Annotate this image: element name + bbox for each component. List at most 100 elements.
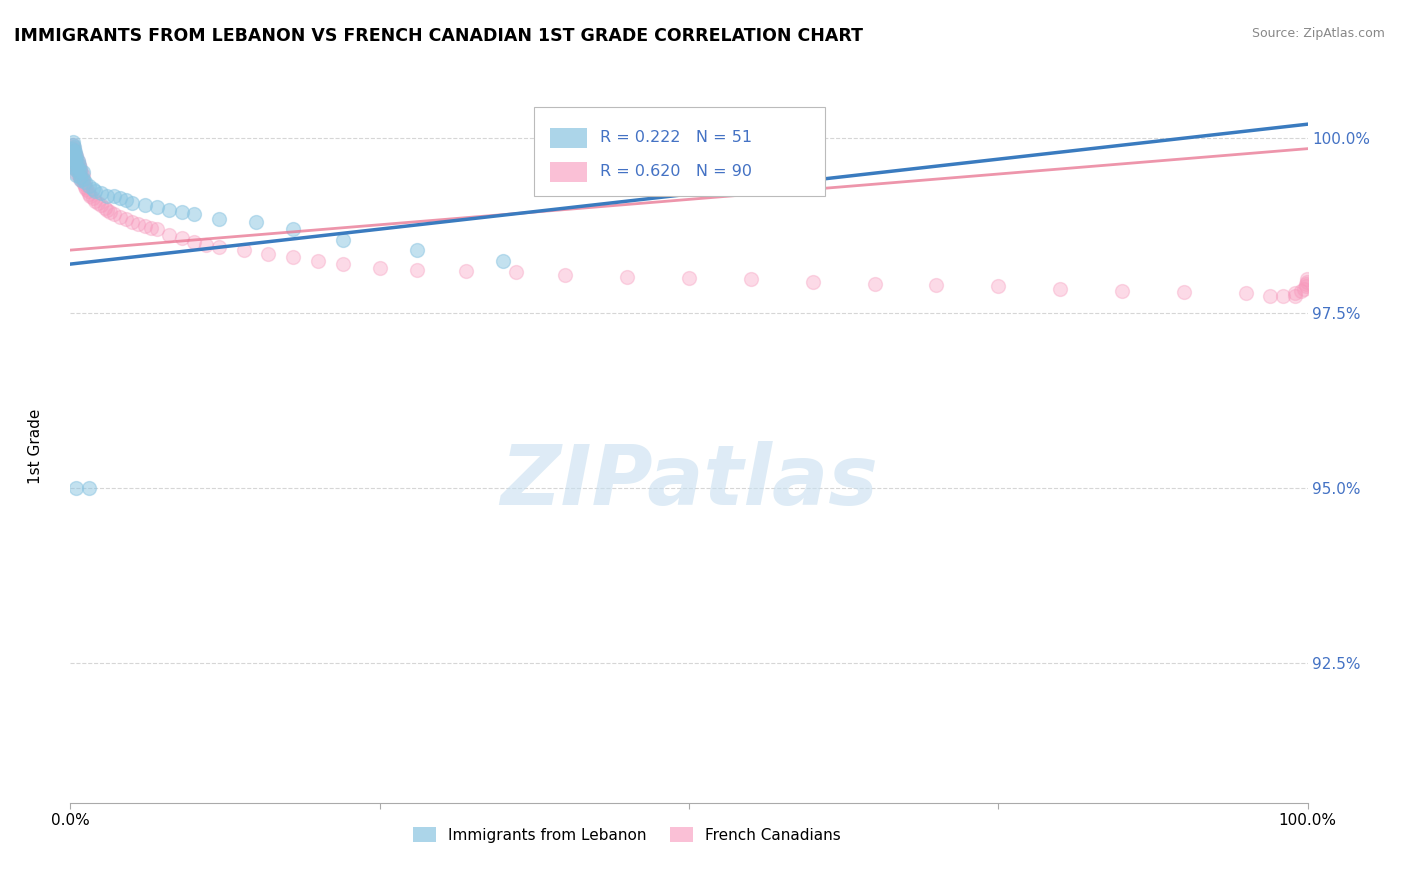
Point — [1291, 284, 1313, 298]
Point — [66, 161, 89, 175]
Point — [67, 158, 90, 172]
Point — [1049, 282, 1071, 296]
Text: R = 0.620   N = 90: R = 0.620 N = 90 — [600, 164, 752, 179]
Point — [170, 230, 193, 244]
Point — [232, 243, 254, 257]
Point — [740, 272, 762, 286]
Point — [62, 146, 84, 161]
Point — [195, 237, 218, 252]
Point — [63, 139, 86, 153]
Point — [368, 260, 391, 275]
Point — [82, 191, 104, 205]
Point — [245, 215, 267, 229]
Point — [77, 178, 100, 193]
Point — [281, 222, 304, 236]
Point — [69, 169, 91, 184]
Point — [70, 165, 93, 179]
Point — [65, 155, 87, 169]
Point — [62, 135, 84, 149]
Point — [146, 200, 169, 214]
Point — [1296, 275, 1319, 289]
Point — [66, 153, 89, 168]
Point — [63, 152, 86, 166]
Point — [63, 153, 86, 168]
Point — [65, 151, 87, 165]
Text: ZIPatlas: ZIPatlas — [501, 442, 877, 522]
Point — [1296, 272, 1319, 286]
Point — [73, 177, 96, 191]
Point — [62, 138, 84, 153]
Point — [63, 158, 86, 172]
Point — [307, 253, 329, 268]
Point — [67, 165, 90, 179]
Point — [183, 207, 205, 221]
Legend: Immigrants from Lebanon, French Canadians: Immigrants from Lebanon, French Canadian… — [408, 821, 846, 848]
Point — [65, 151, 87, 165]
Point — [456, 264, 478, 278]
Point — [62, 138, 84, 153]
Point — [115, 211, 138, 226]
Point — [70, 169, 93, 184]
Point — [1173, 285, 1195, 299]
Point — [1292, 282, 1315, 296]
Point — [65, 155, 87, 169]
Point — [554, 268, 576, 282]
Point — [62, 149, 84, 163]
Point — [134, 197, 156, 211]
Point — [69, 166, 91, 180]
Point — [75, 181, 97, 195]
Point — [63, 149, 86, 163]
Point — [60, 146, 83, 161]
Point — [108, 210, 131, 224]
Point — [208, 211, 231, 226]
Point — [801, 275, 824, 289]
Point — [90, 197, 112, 211]
Point — [63, 142, 86, 156]
Point — [72, 171, 94, 186]
Point — [94, 201, 117, 215]
Point — [69, 171, 91, 186]
Point — [60, 151, 83, 165]
Point — [76, 184, 98, 198]
Point — [66, 165, 89, 179]
Point — [77, 187, 100, 202]
Point — [65, 162, 87, 177]
Point — [75, 175, 97, 189]
Point — [84, 184, 107, 198]
Point — [65, 153, 87, 168]
Point — [146, 222, 169, 236]
Point — [65, 166, 87, 180]
Point — [1234, 286, 1257, 301]
Point — [65, 145, 87, 160]
Point — [69, 162, 91, 177]
Point — [405, 262, 427, 277]
Point — [281, 250, 304, 264]
Point — [67, 158, 90, 172]
Point — [332, 233, 354, 247]
Point — [70, 173, 93, 187]
Point — [1111, 284, 1133, 298]
Point — [90, 186, 112, 200]
Point — [127, 217, 149, 231]
Point — [139, 220, 162, 235]
FancyBboxPatch shape — [550, 162, 588, 182]
Point — [65, 149, 87, 163]
Point — [1295, 277, 1317, 291]
Point — [60, 149, 83, 163]
Point — [492, 253, 515, 268]
Point — [72, 165, 94, 179]
Point — [65, 168, 87, 182]
FancyBboxPatch shape — [534, 107, 825, 196]
Point — [103, 207, 125, 221]
Point — [69, 161, 91, 175]
Point — [257, 246, 280, 260]
Point — [157, 227, 180, 242]
Point — [987, 279, 1010, 293]
Point — [616, 269, 638, 284]
Point — [1295, 279, 1317, 293]
Point — [65, 161, 87, 175]
Point — [75, 180, 97, 194]
Point — [103, 188, 125, 202]
Point — [79, 188, 101, 202]
Point — [62, 144, 84, 158]
